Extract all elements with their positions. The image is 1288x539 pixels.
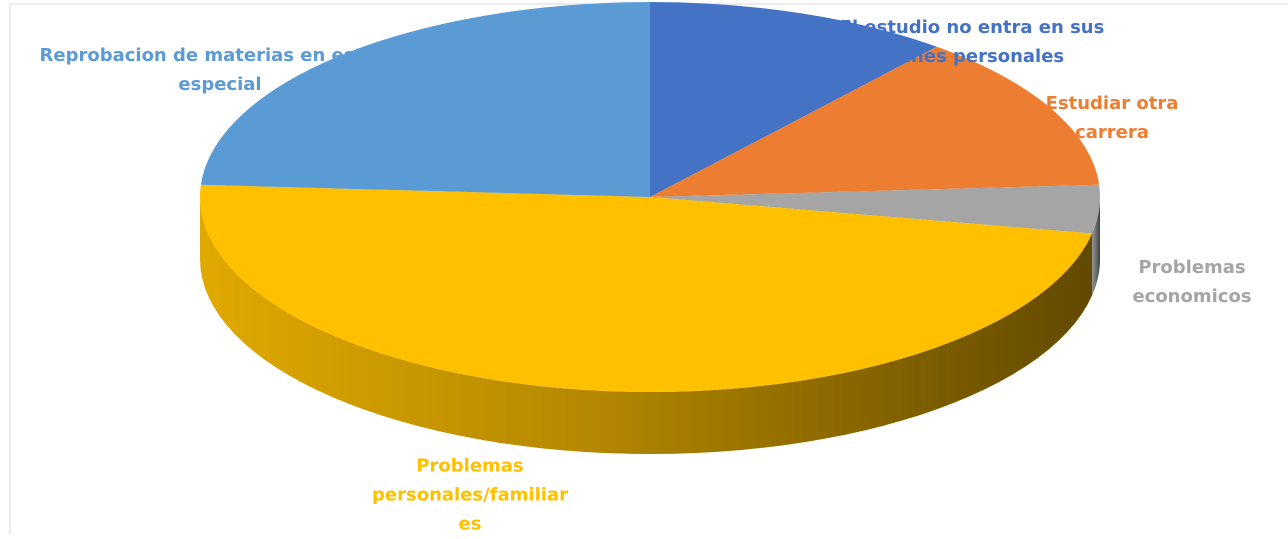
slice — [650, 184, 1100, 234]
slice — [650, 46, 1100, 198]
slice — [650, 2, 937, 197]
slice-label: Problemas economicos — [1132, 257, 1252, 307]
slice-label: Problemas personales/familiares — [372, 455, 568, 535]
slice-label: Estudiar otra carrera — [1045, 93, 1179, 143]
slice-side-shade — [1092, 197, 1100, 296]
slice-label: El estudio no entra en sus planes person… — [839, 17, 1105, 67]
slice-label: Reprobacion de materias en estado especi… — [39, 45, 401, 95]
slice-side-shade — [200, 197, 1093, 454]
slice — [200, 184, 1093, 393]
slice — [200, 2, 650, 197]
